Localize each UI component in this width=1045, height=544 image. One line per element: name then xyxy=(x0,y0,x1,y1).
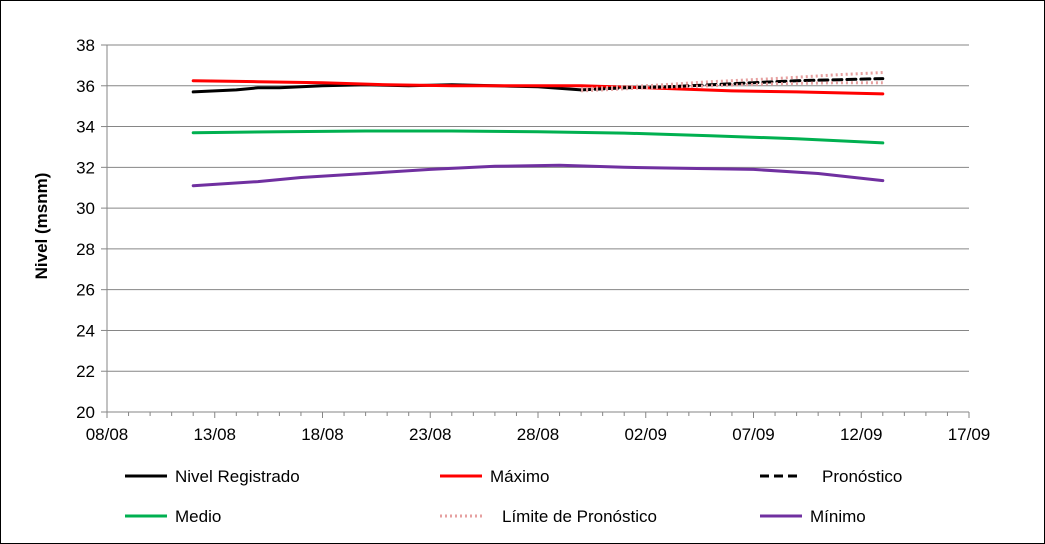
y-tick-label: 24 xyxy=(76,321,95,340)
x-tick-label: 13/08 xyxy=(193,425,236,444)
y-tick-label: 28 xyxy=(76,240,95,259)
y-tick-label: 30 xyxy=(76,199,95,218)
x-tick-label: 08/08 xyxy=(86,425,129,444)
y-tick-label: 20 xyxy=(76,403,95,422)
legend-label: Pronóstico xyxy=(822,467,902,486)
x-tick-label: 23/08 xyxy=(409,425,452,444)
legend-item-maximo: Máximo xyxy=(440,467,550,486)
legend-label: Nivel Registrado xyxy=(175,467,300,486)
legend-label: Límite de Pronóstico xyxy=(502,507,657,526)
y-tick-label: 36 xyxy=(76,77,95,96)
legend-label: Medio xyxy=(175,507,221,526)
legend: Nivel Registrado Máximo Pronóstico Medio Lím… xyxy=(125,467,902,526)
axes xyxy=(101,44,970,418)
x-tick-label: 02/09 xyxy=(624,425,667,444)
legend-label: Mínimo xyxy=(810,507,866,526)
series-line-maximo xyxy=(191,79,885,96)
x-tick-label: 12/09 xyxy=(840,425,883,444)
series-line-medio xyxy=(191,129,885,145)
legend-item-nivel-registrado: Nivel Registrado xyxy=(125,467,300,486)
y-tick-label: 32 xyxy=(76,158,95,177)
legend-item-medio: Medio xyxy=(125,507,221,526)
y-tick-label: 26 xyxy=(76,281,95,300)
series-line-limite-de-pronostico xyxy=(581,81,883,93)
series-line-minimo xyxy=(191,163,885,188)
x-tick-label: 28/08 xyxy=(517,425,560,444)
x-tick-label: 17/09 xyxy=(948,425,991,444)
gridlines xyxy=(107,44,969,413)
y-tick-label: 22 xyxy=(76,362,95,381)
x-tick-label: 18/08 xyxy=(301,425,344,444)
legend-item-limite-de-pronostico: Límite de Pronóstico xyxy=(440,507,657,526)
legend-item-minimo: Mínimo xyxy=(760,507,866,526)
y-tick-label: 38 xyxy=(76,36,95,55)
series-line-limite-de-pronostico xyxy=(581,71,883,91)
x-tick-label: 07/09 xyxy=(732,425,775,444)
y-tick-labels: 20 22 24 26 28 30 32 34 36 38 xyxy=(76,36,95,422)
legend-label: Máximo xyxy=(490,467,550,486)
legend-item-pronostico: Pronóstico xyxy=(760,467,902,486)
series-lines xyxy=(191,71,885,188)
y-tick-label: 34 xyxy=(76,118,95,137)
y-axis-title: Nivel (msnm) xyxy=(32,173,51,280)
x-tick-labels: 08/08 13/08 18/08 23/08 28/08 02/09 07/09 12/09… xyxy=(86,425,991,444)
